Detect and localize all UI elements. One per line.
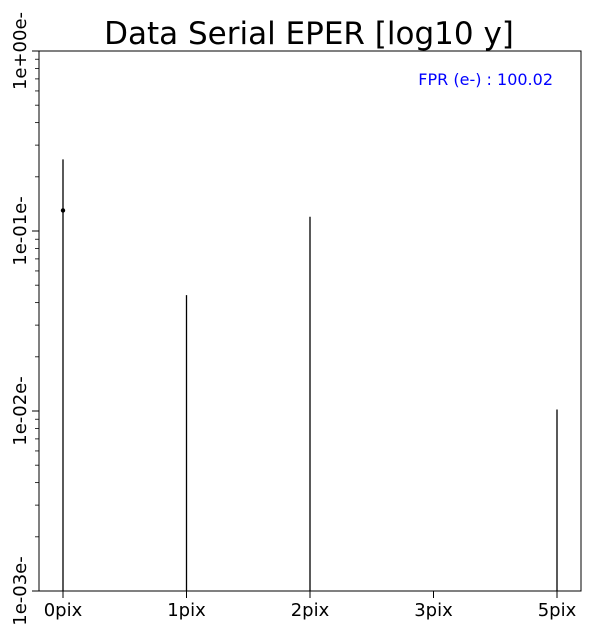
fpr-annotation: FPR (e-) : 100.02 — [418, 70, 553, 89]
plot-area: 1e+00e- 1e-01e- 1e-02e- 1e-03e- 0pix 1pix 2pix… — [10, 12, 577, 626]
x-tick-label: 1pix — [167, 600, 206, 621]
data-point — [60, 208, 66, 213]
x-tick-label: 3pix — [414, 600, 453, 621]
x-tick-label: 2pix — [291, 600, 330, 621]
y-tick-label: 1e+00e- — [10, 12, 31, 90]
plot-frame — [38, 50, 582, 592]
y-tick-label: 1e-02e- — [10, 376, 31, 446]
x-tick-label: 5pix — [538, 600, 577, 621]
y-tick-label: 1e-01e- — [10, 196, 31, 266]
chart-title: Data Serial EPER [log10 y] — [104, 16, 514, 52]
y-tick-label: 1e-03e- — [10, 556, 31, 626]
x-tick-label: 0pix — [44, 600, 83, 621]
